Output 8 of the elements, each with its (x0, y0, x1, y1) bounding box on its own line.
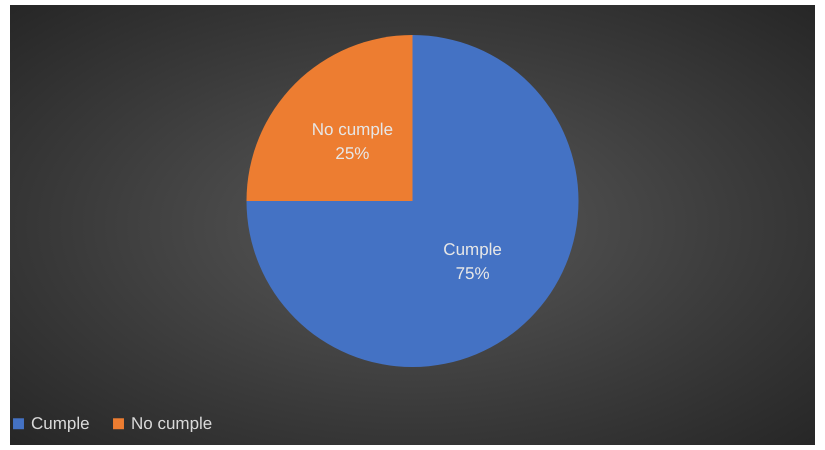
legend-label: Cumple (31, 414, 90, 433)
slice-label: Cumple (443, 240, 502, 260)
pie-slice (246, 35, 412, 201)
legend-label: No cumple (131, 414, 212, 433)
data-label: 75% (456, 264, 490, 284)
data-label: 25% (335, 144, 370, 163)
pie-slice (246, 35, 578, 367)
slice-label: No cumple (312, 120, 394, 139)
